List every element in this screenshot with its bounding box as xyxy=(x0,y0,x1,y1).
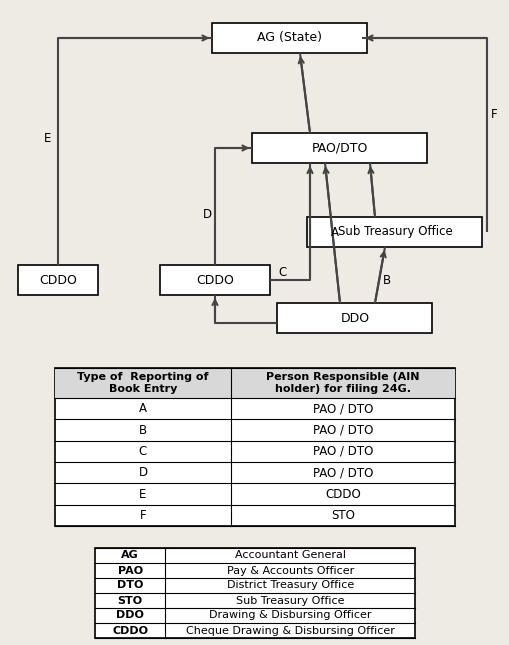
Text: CDDO: CDDO xyxy=(39,273,77,286)
Text: A: A xyxy=(139,402,147,415)
Text: D: D xyxy=(138,466,148,479)
Bar xyxy=(18,265,98,295)
Text: Drawing & Disbursing Officer: Drawing & Disbursing Officer xyxy=(209,611,372,620)
Text: B: B xyxy=(139,424,147,437)
Text: E: E xyxy=(44,132,51,146)
Text: D: D xyxy=(203,208,212,221)
Text: E: E xyxy=(139,488,147,501)
Bar xyxy=(307,217,483,247)
Text: A: A xyxy=(331,226,339,239)
Text: Pay & Accounts Officer: Pay & Accounts Officer xyxy=(227,566,354,575)
Text: District Treasury Office: District Treasury Office xyxy=(227,580,354,591)
Text: Sub Treasury Office: Sub Treasury Office xyxy=(236,595,345,606)
Text: CDDO: CDDO xyxy=(196,273,234,286)
Text: PAO / DTO: PAO / DTO xyxy=(313,424,373,437)
Text: B: B xyxy=(383,273,391,286)
Text: C: C xyxy=(139,445,147,458)
Text: PAO / DTO: PAO / DTO xyxy=(313,445,373,458)
Text: AG: AG xyxy=(121,550,139,561)
Text: C: C xyxy=(278,266,286,279)
Text: AG (State): AG (State) xyxy=(258,32,323,45)
Text: Cheque Drawing & Disbursing Officer: Cheque Drawing & Disbursing Officer xyxy=(186,626,394,635)
Text: DTO: DTO xyxy=(117,580,144,591)
Bar xyxy=(277,303,433,333)
Text: PAO: PAO xyxy=(118,566,143,575)
Text: DDO: DDO xyxy=(341,312,370,324)
Bar xyxy=(252,133,428,163)
Bar xyxy=(160,265,270,295)
Text: Sub Treasury Office: Sub Treasury Office xyxy=(337,226,453,239)
Text: Person Responsible (AIN
holder) for filing 24G.: Person Responsible (AIN holder) for fili… xyxy=(266,372,420,394)
Bar xyxy=(55,368,455,526)
Text: CDDO: CDDO xyxy=(325,488,361,501)
Text: F: F xyxy=(139,509,146,522)
Bar xyxy=(212,23,367,53)
Text: PAO/DTO: PAO/DTO xyxy=(312,141,368,155)
Text: STO: STO xyxy=(118,595,143,606)
Text: PAO / DTO: PAO / DTO xyxy=(313,402,373,415)
Text: Accountant General: Accountant General xyxy=(235,550,346,561)
Bar xyxy=(95,548,415,638)
Text: CDDO: CDDO xyxy=(112,626,148,635)
Text: DDO: DDO xyxy=(116,611,144,620)
Bar xyxy=(55,368,455,398)
Text: Type of  Reporting of
Book Entry: Type of Reporting of Book Entry xyxy=(77,372,209,394)
Text: F: F xyxy=(491,108,497,121)
Text: STO: STO xyxy=(331,509,355,522)
Text: PAO / DTO: PAO / DTO xyxy=(313,466,373,479)
